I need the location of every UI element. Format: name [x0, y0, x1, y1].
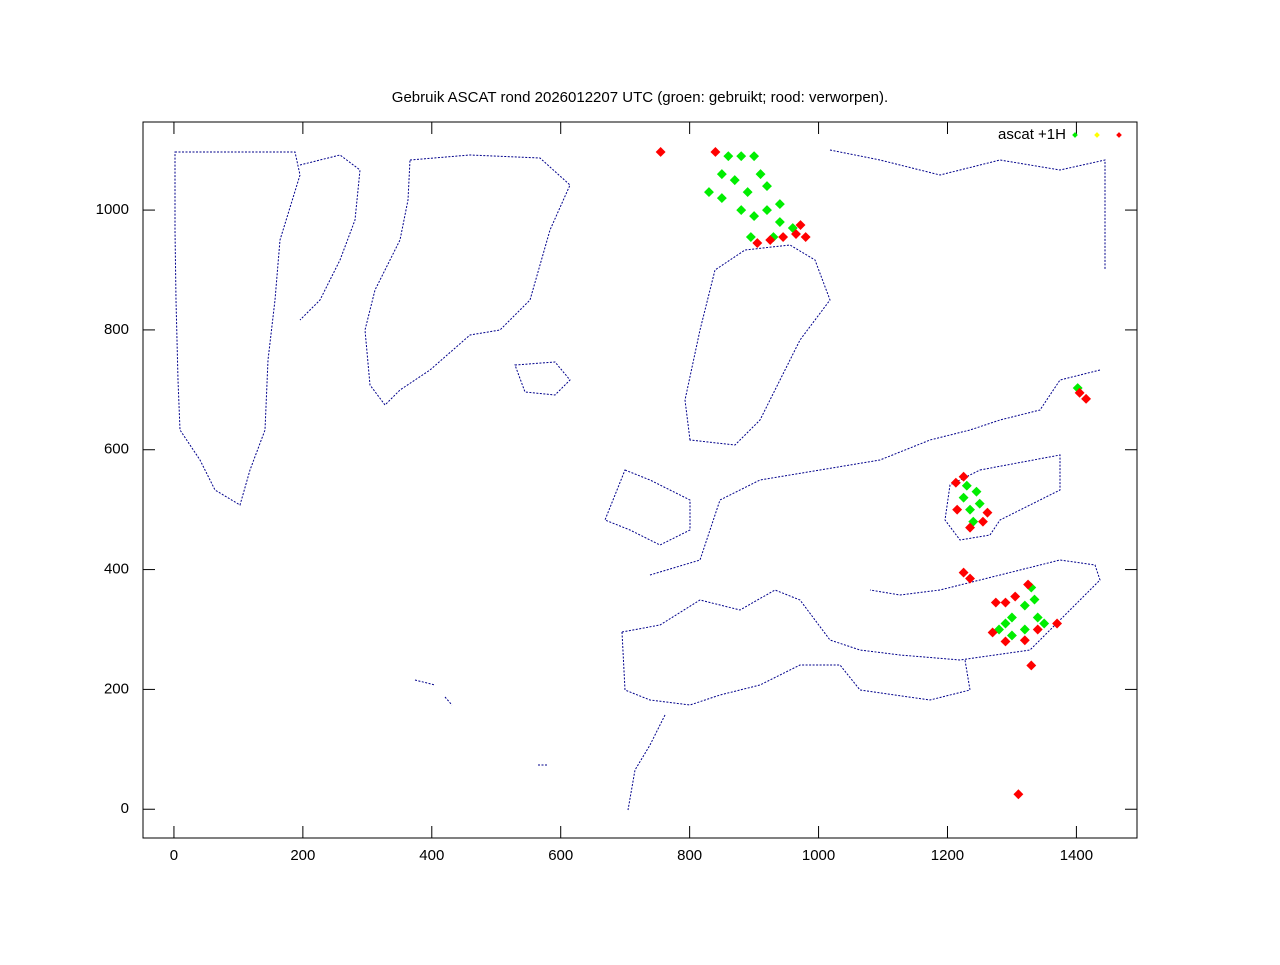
data-point — [1019, 600, 1030, 611]
data-point — [749, 211, 760, 222]
data-point — [974, 498, 985, 509]
y-tick-label: 800 — [104, 321, 129, 338]
data-point — [762, 181, 772, 192]
data-point — [1032, 624, 1043, 635]
data-point — [716, 193, 727, 204]
data-point — [716, 169, 727, 180]
coastline — [514, 361, 571, 396]
data-point — [1023, 579, 1034, 590]
data-point — [742, 187, 753, 198]
x-tick-label: 600 — [548, 847, 573, 864]
data-point — [752, 238, 763, 248]
data-point — [1006, 612, 1017, 623]
map-coastlines — [174, 149, 1106, 811]
data-point — [958, 492, 969, 503]
legend-marker — [1116, 132, 1122, 138]
data-point — [1081, 393, 1092, 404]
legend-marker — [1072, 132, 1078, 138]
coastline — [364, 154, 571, 406]
data-point — [1000, 636, 1011, 647]
y-tick-label: 200 — [104, 680, 129, 697]
data-point — [1026, 660, 1037, 671]
data-point — [710, 147, 721, 157]
coastline — [684, 244, 831, 446]
legend-label: ascat +1H — [998, 126, 1066, 143]
data-point — [977, 516, 988, 527]
coastline — [414, 679, 548, 766]
data-point — [965, 573, 975, 584]
data-point — [1000, 618, 1011, 629]
coastline — [299, 154, 361, 321]
data-point — [965, 522, 975, 533]
data-point — [800, 232, 811, 242]
data-point — [1010, 591, 1021, 602]
coastline — [829, 149, 1106, 270]
data-point — [723, 151, 734, 162]
data-point — [749, 151, 760, 162]
x-tick-label: 400 — [419, 847, 444, 864]
data-point — [1006, 630, 1017, 641]
data-point — [987, 627, 998, 638]
data-point — [1019, 635, 1030, 646]
data-point — [971, 486, 982, 497]
coastline — [649, 369, 1101, 576]
y-tick-label: 1000 — [96, 201, 129, 218]
coastline — [621, 559, 1101, 706]
x-tick-label: 800 — [677, 847, 702, 864]
data-point — [1000, 597, 1011, 608]
data-point — [655, 147, 666, 157]
y-tick-label: 0 — [121, 800, 129, 817]
y-tick-label: 600 — [104, 441, 129, 458]
data-point — [965, 504, 975, 515]
data-point — [958, 471, 969, 482]
data-point — [982, 507, 993, 518]
data-point — [952, 504, 963, 515]
data-point — [950, 477, 961, 488]
data-point — [704, 187, 714, 198]
chart-title: Gebruik ASCAT rond 2026012207 UTC (groen… — [392, 89, 888, 106]
data-point — [958, 567, 969, 578]
plot-border — [142, 121, 1138, 839]
data-point — [736, 205, 747, 216]
coastline — [174, 151, 301, 506]
data-point — [762, 205, 772, 216]
data-point — [1013, 789, 1024, 800]
data-point — [745, 232, 756, 242]
y-tick-label: 400 — [104, 561, 129, 578]
x-tick-label: 1200 — [931, 847, 964, 864]
data-point — [1052, 618, 1063, 629]
x-tick-label: 0 — [170, 847, 178, 864]
data-point — [774, 217, 785, 228]
data-point — [1019, 624, 1030, 635]
data-point — [1074, 387, 1085, 398]
legend-marker — [1094, 132, 1100, 138]
data-point — [729, 175, 740, 186]
data-point — [1039, 618, 1050, 629]
data-point — [1032, 612, 1043, 623]
x-tick-label: 1000 — [802, 847, 835, 864]
data-point — [961, 480, 972, 491]
x-tick-label: 1400 — [1060, 847, 1093, 864]
data-point — [990, 597, 1001, 608]
data-point — [755, 169, 766, 180]
x-tick-label: 200 — [290, 847, 315, 864]
data-point — [765, 235, 776, 245]
data-point — [736, 151, 747, 162]
data-point — [774, 199, 785, 210]
data-point — [778, 232, 789, 242]
data-point — [1029, 594, 1040, 605]
data-point — [795, 220, 806, 231]
